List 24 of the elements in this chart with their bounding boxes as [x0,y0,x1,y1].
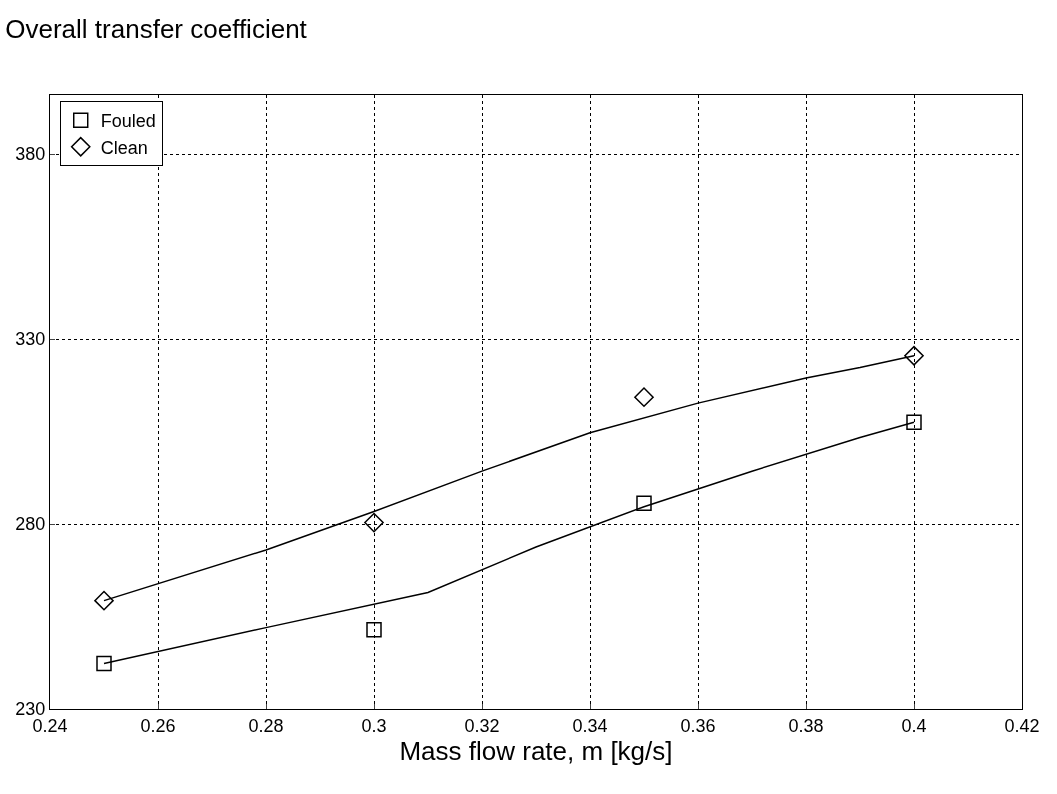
x-tick-label: 0.32 [464,715,500,736]
x-tick-label: 0.36 [680,715,716,736]
legend-label: Fouled [100,111,156,132]
y-tick-label: 330 [15,329,46,350]
point [364,512,384,533]
x-tick-label: 0.3 [361,715,387,736]
x-tick-label: 0.34 [572,715,608,736]
x-tick-label: 0.26 [140,715,176,736]
point [906,414,922,431]
y-tick-label: 280 [15,514,46,535]
x-tick-label: 0.4 [901,715,927,736]
point [94,590,114,611]
x-tick-label: 0.42 [1004,715,1040,736]
y-tick-label: 380 [15,144,46,165]
point [636,495,652,512]
legend-label: Clean [100,137,148,158]
chart-title: Overall transfer coefficient [5,14,308,45]
x-tick-label: 0.38 [788,715,824,736]
point [96,655,112,672]
point [634,387,654,408]
x-tick-label: 0.28 [248,715,284,736]
x-axis-title: Mass flow rate, m [kg/s] [399,735,673,766]
point [904,345,924,366]
point [366,622,382,638]
